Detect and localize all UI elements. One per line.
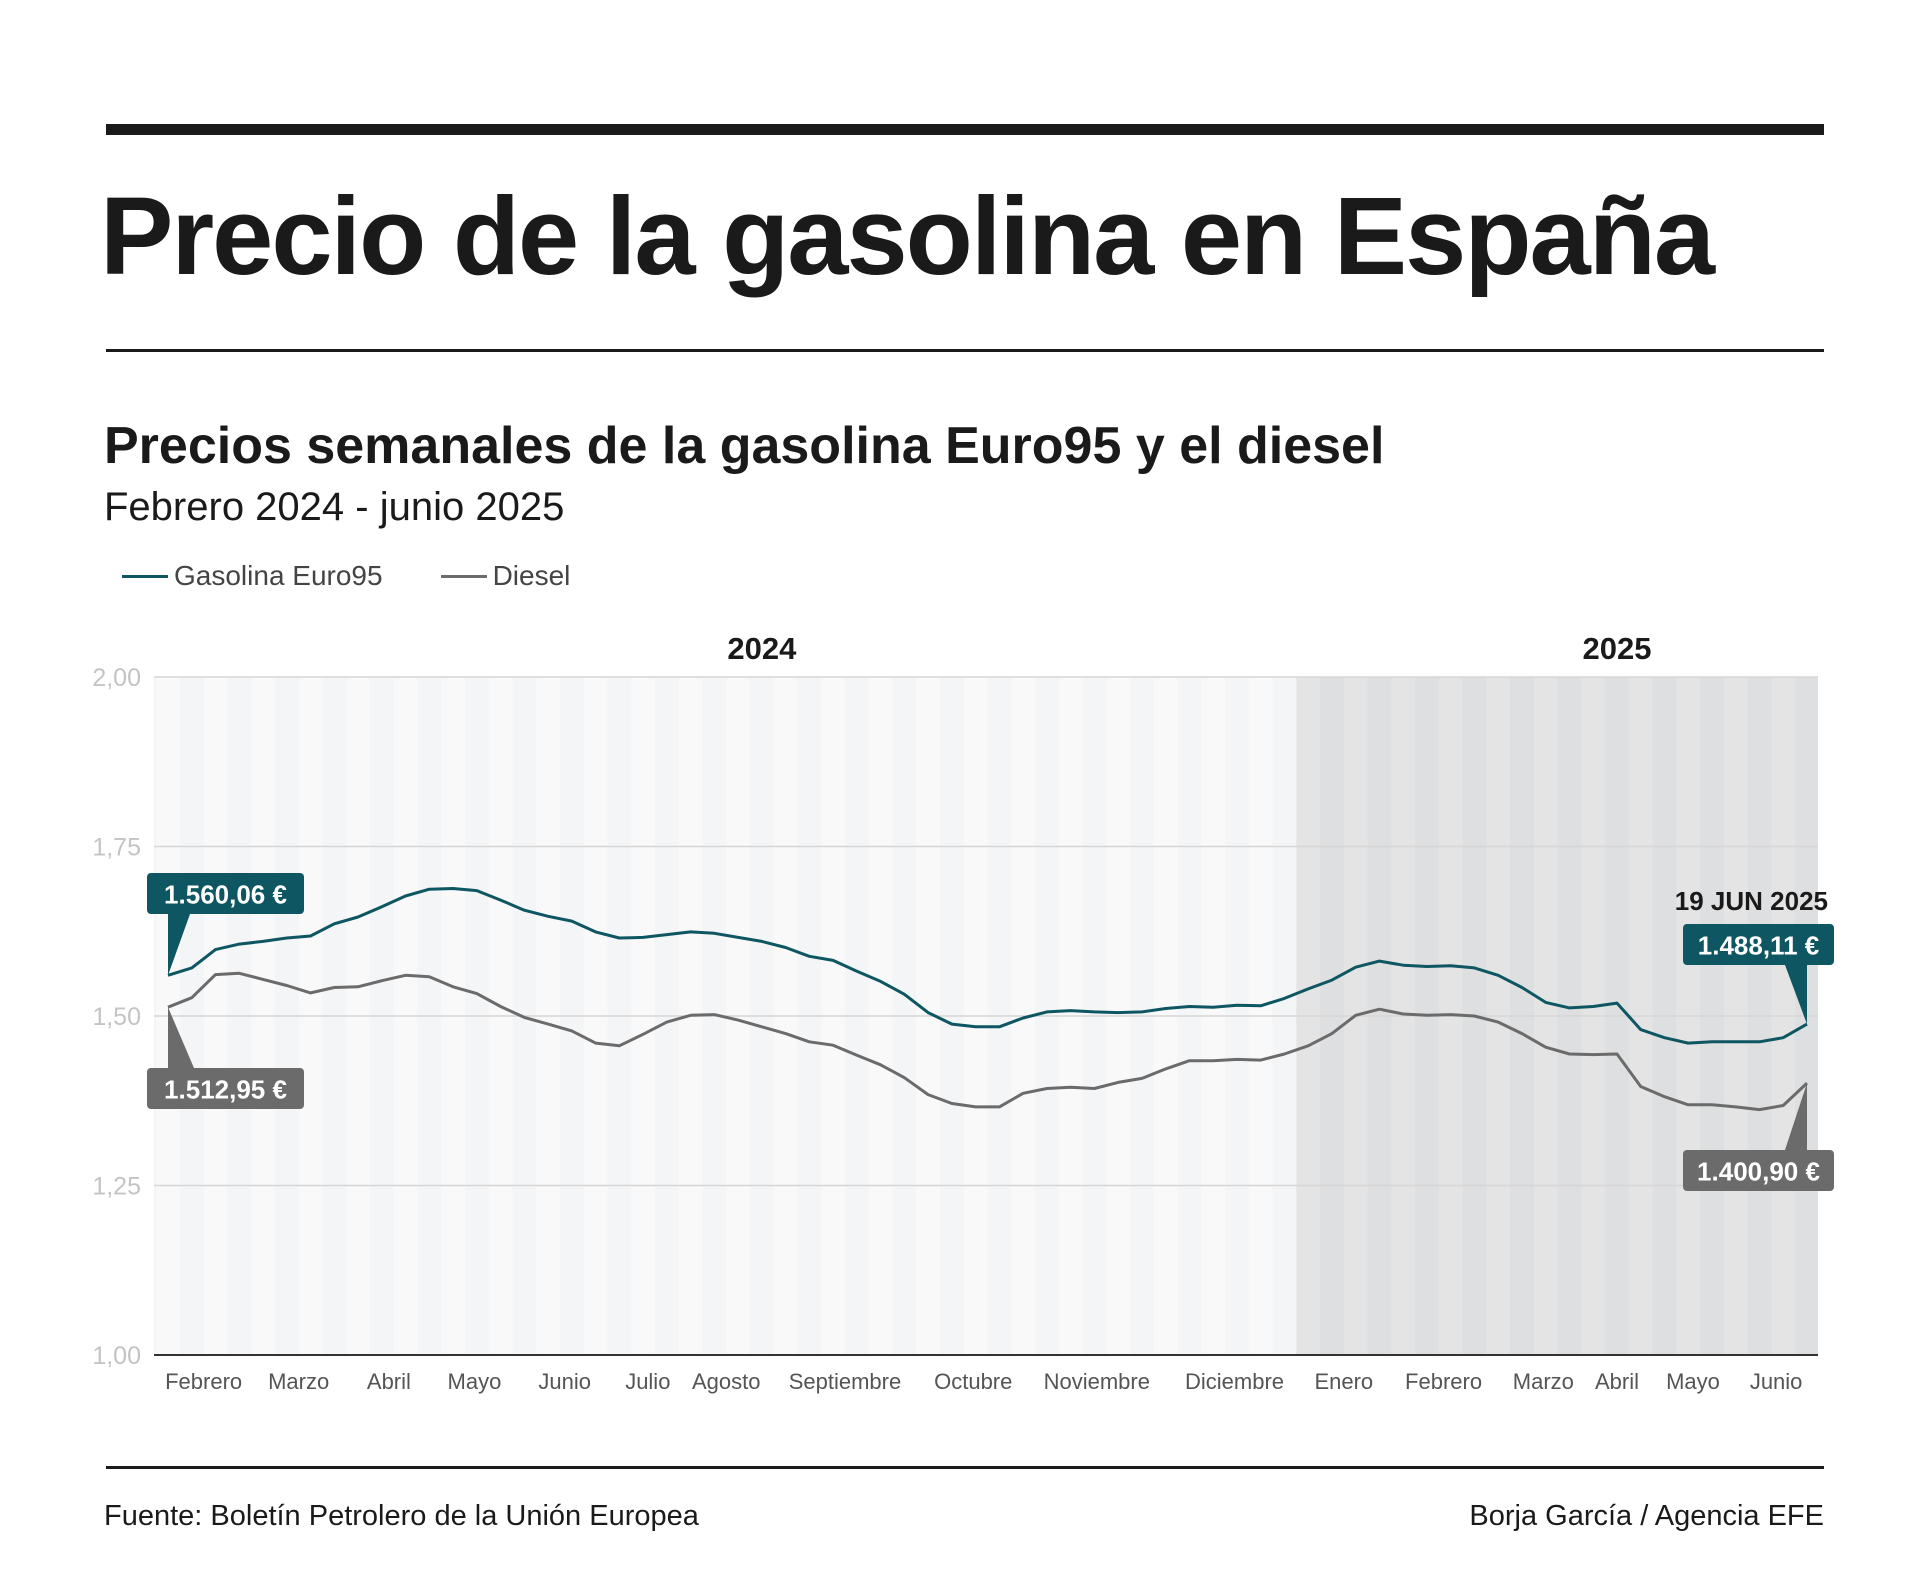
month-label: Marzo (268, 1369, 329, 1394)
footer-rule (106, 1466, 1824, 1469)
callout-diesel-start-text: 1.512,95 € (164, 1075, 287, 1105)
month-label: Octubre (934, 1369, 1012, 1394)
legend-item-diesel: Diesel (440, 560, 571, 592)
legend-swatch-diesel (440, 574, 487, 578)
line-chart: 1,00 1,25 1,50 1,75 2,00 2024 2025 Febrero Marzo… (92, 631, 1834, 1394)
callout-diesel-end-text: 1.400,90 € (1697, 1157, 1820, 1187)
y-tick-label: 1,50 (92, 1003, 141, 1031)
title-rule (106, 349, 1824, 352)
legend-label-diesel: Diesel (492, 560, 571, 591)
series-line-gasolina (167, 887, 1808, 1045)
month-label: Noviembre (1044, 1369, 1150, 1394)
callout-diesel-end-pointer (1785, 1083, 1807, 1150)
callout-gasolina-start-text: 1.560,06 € (164, 880, 287, 910)
top-thick-rule (106, 124, 1824, 135)
callout-gasolina-end-box (1683, 924, 1834, 965)
credit-note: Borja García / Agencia EFE (1469, 1500, 1824, 1532)
callout-gasolina-start-pointer (168, 914, 190, 976)
chart-period: Febrero 2024 - junio 2025 (104, 485, 565, 529)
month-label: Febrero (165, 1369, 242, 1394)
callout-diesel-start-box (147, 1068, 304, 1109)
y-tick-label: 1,25 (92, 1173, 141, 1201)
month-label: Julio (625, 1369, 670, 1394)
chart-subtitle: Precios semanales de la gasolina Euro95 … (104, 417, 1385, 475)
end-date-label: 19 JUN 2025 (1675, 886, 1828, 916)
legend-item-gasolina: Gasolina Euro95 (122, 560, 383, 592)
callout-gasolina-end-pointer (1785, 965, 1807, 1025)
month-label: Abril (1595, 1369, 1639, 1394)
month-label: Marzo (1513, 1369, 1574, 1394)
month-label: Septiembre (789, 1369, 902, 1394)
chart-legend: Gasolina Euro95 Diesel (122, 560, 570, 592)
legend-label-gasolina: Gasolina Euro95 (174, 560, 383, 591)
month-label: Febrero (1405, 1369, 1482, 1394)
month-label: Mayo (1666, 1369, 1720, 1394)
month-label: Abril (367, 1369, 411, 1394)
source-note: Fuente: Boletín Petrolero de la Unión Eu… (104, 1500, 699, 1532)
callout-diesel-start-pointer (168, 1007, 194, 1068)
month-label: Diciembre (1185, 1369, 1284, 1394)
year-label: 2024 (727, 631, 797, 666)
month-label: Junio (538, 1369, 591, 1394)
month-label: Enero (1314, 1369, 1373, 1394)
month-label: Mayo (448, 1369, 502, 1394)
legend-swatch-gasolina (122, 574, 168, 578)
y-tick-label: 1,00 (92, 1342, 141, 1370)
page-title: Precio de la gasolina en España (100, 175, 1715, 298)
month-label: Agosto (692, 1369, 761, 1394)
year-label: 2025 (1582, 631, 1651, 666)
month-label: Junio (1750, 1369, 1803, 1394)
y-tick-label: 2,00 (92, 664, 141, 692)
callout-gasolina-end-text: 1.488,11 € (1698, 931, 1819, 961)
y-tick-label: 1,75 (92, 834, 141, 862)
callout-gasolina-start-box (147, 873, 304, 914)
callout-diesel-end-box (1683, 1150, 1834, 1191)
series-line-diesel (167, 971, 1809, 1112)
